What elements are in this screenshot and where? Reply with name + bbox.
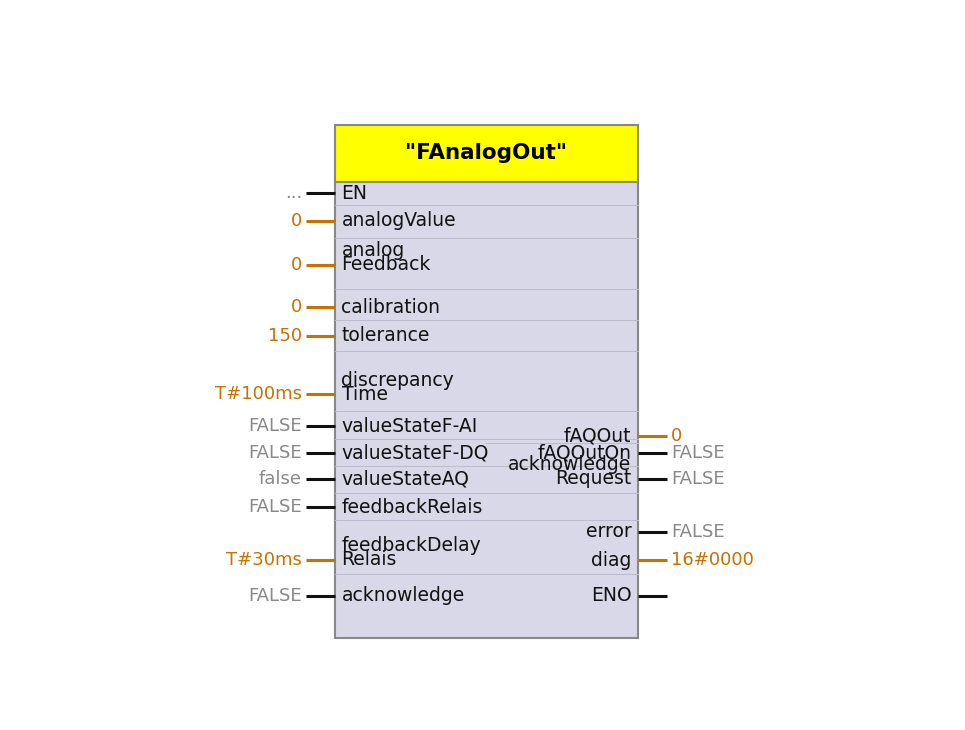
Text: fAQOut: fAQOut — [564, 426, 631, 445]
Text: FALSE: FALSE — [671, 523, 725, 541]
Text: tolerance: tolerance — [342, 326, 429, 345]
Text: 150: 150 — [268, 326, 302, 345]
Text: FALSE: FALSE — [248, 444, 302, 461]
Text: FALSE: FALSE — [248, 418, 302, 435]
Text: ENO: ENO — [591, 586, 631, 605]
Text: fAQOutOn: fAQOutOn — [538, 443, 631, 462]
Bar — [335, 125, 638, 182]
Text: "FAnalogOut": "FAnalogOut" — [405, 143, 567, 164]
Text: 0: 0 — [290, 212, 302, 230]
Bar — [335, 182, 638, 638]
Text: valueStateF-AI: valueStateF-AI — [342, 417, 478, 436]
Text: FALSE: FALSE — [248, 587, 302, 604]
Text: Time: Time — [342, 385, 388, 404]
Text: discrepancy: discrepancy — [342, 371, 455, 390]
Text: FALSE: FALSE — [248, 499, 302, 516]
Text: feedbackDelay: feedbackDelay — [342, 537, 482, 556]
Text: feedbackRelais: feedbackRelais — [342, 498, 482, 517]
Text: acknowledge: acknowledge — [509, 456, 631, 474]
Text: analog: analog — [342, 242, 404, 261]
Text: valueStateAQ: valueStateAQ — [342, 469, 469, 488]
Text: Relais: Relais — [342, 550, 397, 569]
Text: false: false — [259, 470, 302, 488]
Text: 0: 0 — [671, 426, 682, 445]
Text: T#30ms: T#30ms — [226, 550, 302, 569]
Text: calibration: calibration — [342, 298, 440, 317]
Text: T#100ms: T#100ms — [215, 385, 302, 403]
Text: FALSE: FALSE — [671, 470, 725, 488]
Text: FALSE: FALSE — [671, 444, 725, 461]
Text: diag: diag — [591, 551, 631, 570]
Text: 16#0000: 16#0000 — [671, 551, 754, 569]
Text: Request: Request — [555, 469, 631, 488]
Text: EN: EN — [342, 183, 368, 203]
Text: analogValue: analogValue — [342, 211, 456, 230]
Text: valueStateF-DQ: valueStateF-DQ — [342, 443, 489, 462]
Text: 0: 0 — [290, 255, 302, 274]
Text: Feedback: Feedback — [342, 255, 431, 274]
Text: error: error — [586, 523, 631, 542]
Text: acknowledge: acknowledge — [342, 586, 465, 605]
Text: 0: 0 — [290, 298, 302, 316]
Text: ...: ... — [285, 184, 302, 202]
